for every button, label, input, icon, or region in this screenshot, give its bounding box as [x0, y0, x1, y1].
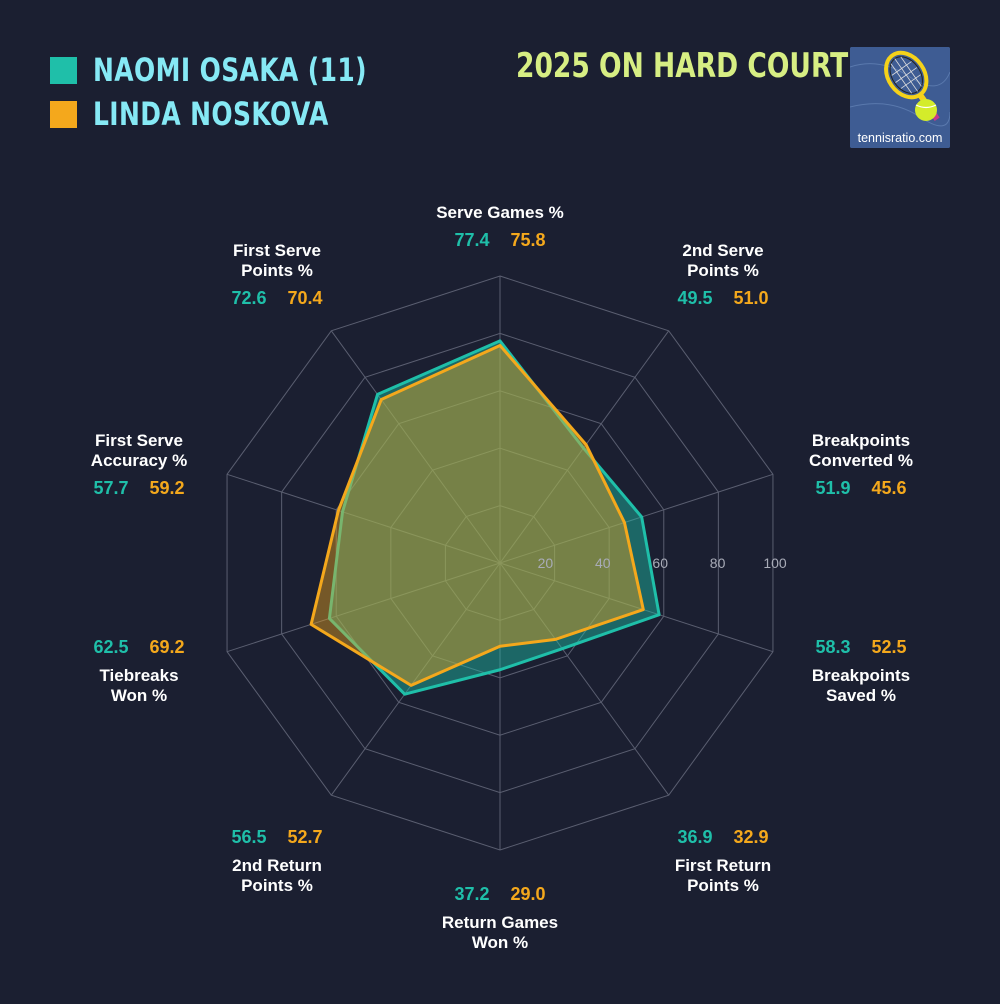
axis-label-1-line-0: 2nd Serve [682, 241, 763, 260]
axis-label-6-line-0: 2nd Return [232, 856, 322, 875]
logo-text: tennisratio.com [857, 131, 943, 145]
legend-swatch-noskova [50, 100, 77, 128]
spoke-7 [226, 562, 501, 653]
r-tick-label-80: 80 [710, 555, 726, 571]
value-osaka-8: 57.7 [93, 478, 128, 498]
r-tick-label-40: 40 [595, 555, 611, 571]
axis-label-1-line-1: Points % [687, 261, 759, 280]
axis-label-5-line-0: Return Games [442, 913, 558, 932]
axis-label-2-line-1: Converted % [809, 451, 913, 470]
value-noskova-1: 51.0 [733, 288, 768, 308]
axis-label-8-line-0: First Serve [95, 431, 183, 450]
spoke-8 [226, 473, 501, 564]
value-noskova-0: 75.8 [510, 230, 545, 250]
axis-label-7-line-1: Won % [111, 686, 167, 705]
axis-label-3-line-0: Breakpoints [812, 666, 910, 685]
spoke-3 [499, 562, 774, 653]
axis-label-7-line-0: Tiebreaks [99, 666, 178, 685]
axis-label-5-line-1: Won % [472, 933, 528, 952]
value-osaka-2: 51.9 [815, 478, 850, 498]
spoke-2 [499, 473, 774, 564]
legend-item-osaka: NAOMI OSAKA (11) [50, 48, 444, 92]
axis-label-3-line-1: Saved % [826, 686, 896, 705]
tennisratio-logo: tennisratio.com [850, 47, 950, 148]
axis-label-0-line-0: Serve Games % [436, 203, 564, 222]
chart-title: 2025 ON HARD COURTS [516, 46, 868, 86]
value-osaka-1: 49.5 [677, 288, 712, 308]
axis-label-9-line-0: First Serve [233, 241, 321, 260]
axis-label-4-line-1: Points % [687, 876, 759, 895]
value-noskova-5: 29.0 [510, 884, 545, 904]
value-osaka-9: 72.6 [231, 288, 266, 308]
value-osaka-7: 62.5 [93, 637, 128, 657]
axis-label-9-line-1: Points % [241, 261, 313, 280]
r-tick-label-60: 60 [652, 555, 668, 571]
axis-label-2-line-0: Breakpoints [812, 431, 910, 450]
series-noskova [309, 343, 645, 687]
value-osaka-0: 77.4 [454, 230, 489, 250]
tennis-racket-and-ball-icon [850, 47, 950, 148]
r-tick-label-20: 20 [538, 555, 554, 571]
value-osaka-6: 56.5 [231, 827, 266, 847]
value-osaka-4: 36.9 [677, 827, 712, 847]
spoke-4 [499, 562, 670, 796]
axis-label-8-line-1: Accuracy % [91, 451, 187, 470]
axis-label-4-line-0: First Return [675, 856, 771, 875]
legend-label-osaka: NAOMI OSAKA (11) [93, 51, 367, 89]
r-tick-label-100: 100 [763, 555, 787, 571]
value-noskova-8: 59.2 [149, 478, 184, 498]
value-noskova-7: 69.2 [149, 637, 184, 657]
spoke-6 [330, 562, 501, 796]
value-noskova-6: 52.7 [287, 827, 322, 847]
spoke-9 [330, 330, 501, 564]
value-noskova-9: 70.4 [287, 288, 322, 308]
legend: NAOMI OSAKA (11) LINDA NOSKOVA [50, 48, 444, 136]
value-noskova-3: 52.5 [871, 637, 906, 657]
axis-label-6-line-1: Points % [241, 876, 313, 895]
value-noskova-2: 45.6 [871, 478, 906, 498]
value-osaka-3: 58.3 [815, 637, 850, 657]
legend-item-noskova: LINDA NOSKOVA [50, 92, 444, 136]
legend-label-noskova: LINDA NOSKOVA [93, 95, 329, 133]
value-osaka-5: 37.2 [454, 884, 489, 904]
legend-swatch-osaka [50, 56, 77, 84]
value-noskova-4: 32.9 [733, 827, 768, 847]
